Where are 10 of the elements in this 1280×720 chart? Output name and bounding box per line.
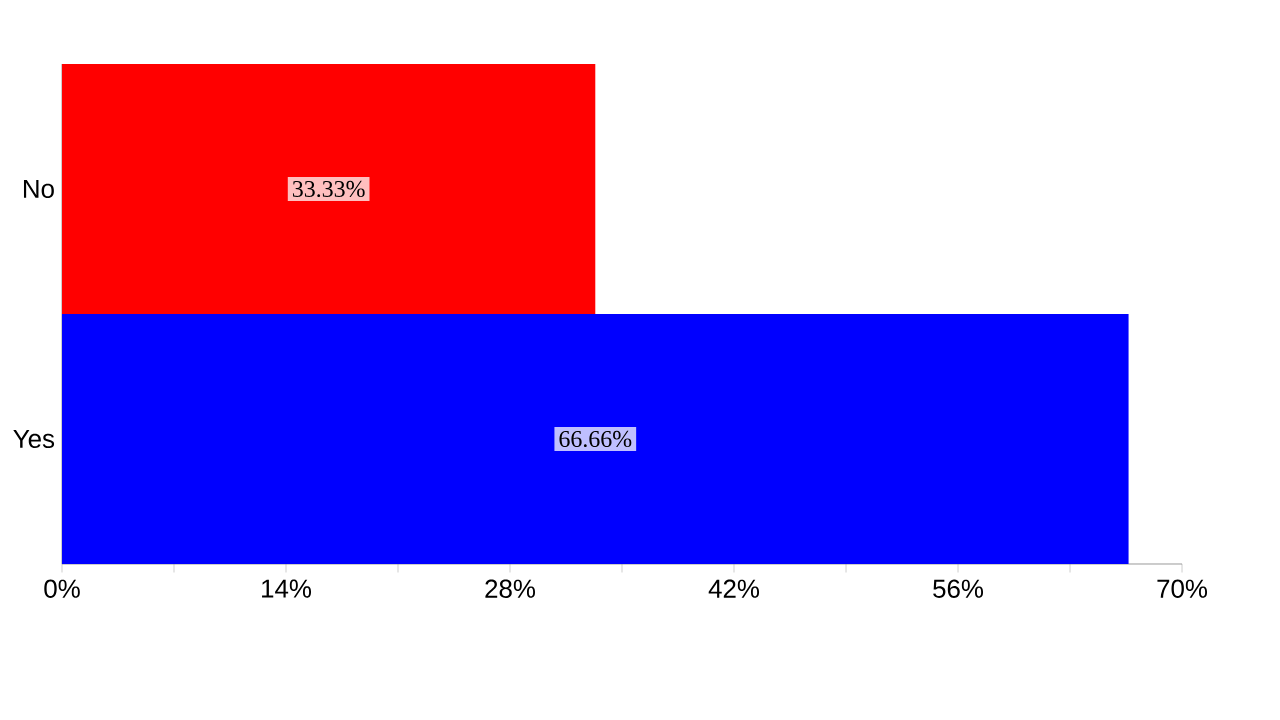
y-tick-label: No	[23, 179, 54, 199]
x-tick-label: 42%	[708, 579, 760, 598]
data-label: 66.66%	[559, 430, 632, 448]
data-label: 33.33%	[292, 180, 365, 198]
x-tick-label: 0%	[44, 579, 80, 598]
y-tick-label: Yes	[13, 429, 55, 449]
x-tick-label: 28%	[485, 579, 536, 598]
x-tick-label: 70%	[1157, 579, 1208, 598]
x-tick-label: 14%	[262, 579, 312, 598]
x-tick-label: 56%	[933, 579, 984, 598]
